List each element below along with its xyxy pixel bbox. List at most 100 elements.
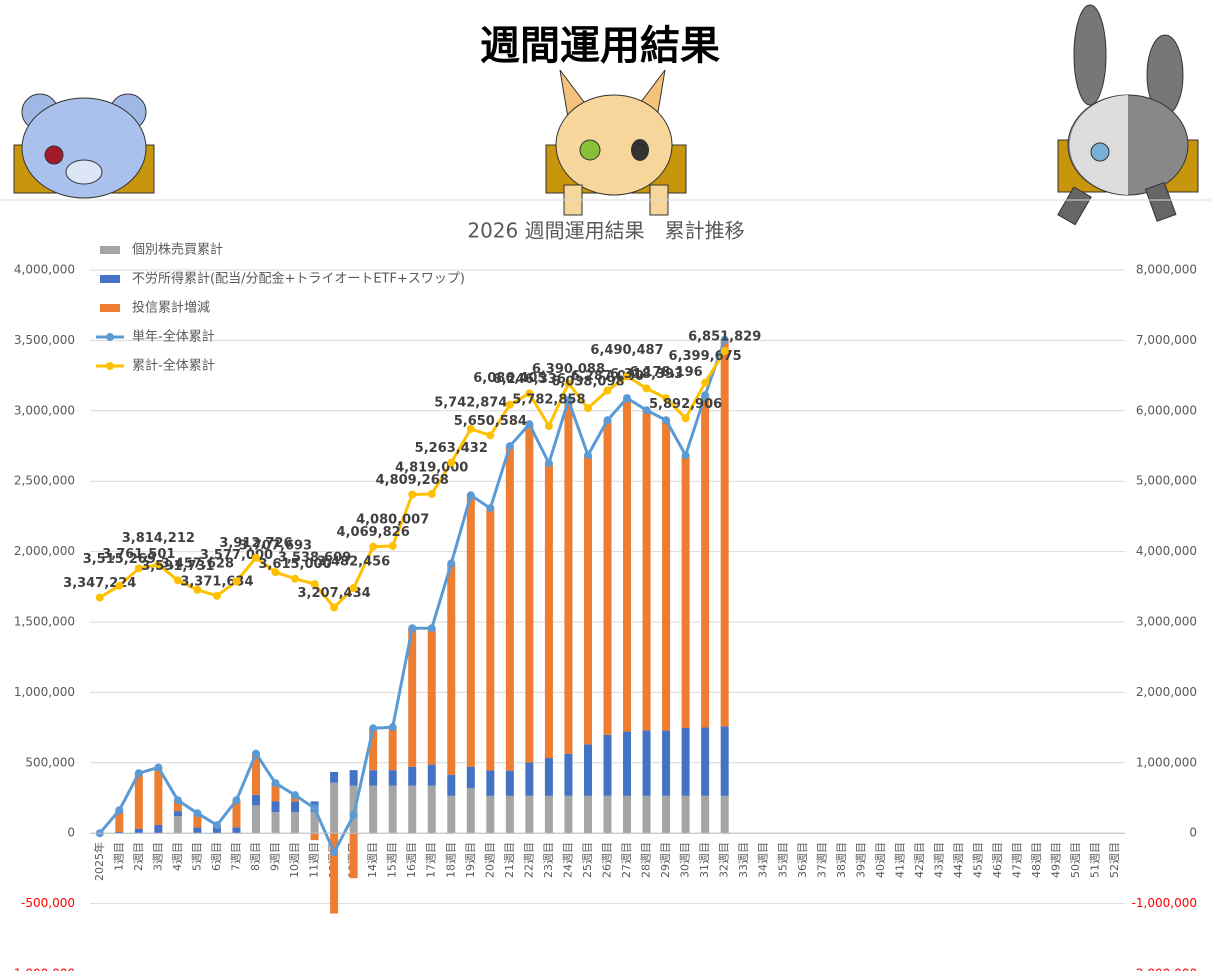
y-tick-label: 1,500,000 [14, 615, 75, 629]
x-tick-label: 31週目 [698, 842, 711, 878]
point [115, 581, 124, 590]
y2-tick-label: 3,000,000 [1136, 615, 1197, 629]
x-tick-label: 10週目 [288, 842, 301, 878]
y2-tick-label: 2,000,000 [1136, 685, 1197, 699]
point [623, 394, 632, 403]
point [701, 391, 710, 400]
data-label: 5,782,858 [512, 393, 585, 408]
x-tick-label: 28週目 [640, 842, 653, 878]
bar-segment [583, 744, 592, 796]
data-label: 3,707,693 [239, 539, 312, 554]
x-tick-label: 15週目 [386, 842, 399, 878]
bar-segment [662, 795, 671, 834]
point [349, 584, 358, 593]
x-tick-label: 22週目 [522, 842, 535, 878]
point [544, 459, 553, 468]
bar-segment [505, 770, 514, 796]
y-tick-label: 500,000 [25, 755, 75, 769]
bar-segment [681, 727, 690, 796]
point [681, 414, 690, 423]
data-label: 3,347,224 [63, 576, 136, 591]
point [251, 553, 260, 562]
point [271, 568, 280, 577]
bar-segment [330, 771, 339, 783]
bar-segment [232, 800, 241, 828]
bar-segment [291, 812, 300, 834]
x-tick-label: 24週目 [561, 842, 574, 878]
legend-label: 投信累計増減 [132, 300, 210, 316]
point [544, 422, 553, 431]
point [95, 593, 104, 602]
point [193, 585, 202, 594]
data-label: 6,086,405 [473, 371, 546, 386]
data-label: 4,809,268 [376, 473, 449, 488]
bar-segment [291, 801, 300, 813]
data-label: 4,819,000 [395, 460, 468, 475]
x-tick-label: 6週目 [210, 842, 223, 871]
point [408, 624, 417, 633]
point [154, 560, 163, 569]
point [603, 386, 612, 395]
point [486, 431, 495, 440]
bar-segment [271, 783, 280, 802]
x-tick-label: 36週目 [796, 842, 809, 878]
bar-segment [544, 795, 553, 834]
bar-segment [349, 833, 358, 879]
point [447, 559, 456, 568]
legend-label: 累計-全体累計 [132, 358, 215, 374]
data-label: 3,482,456 [317, 555, 390, 570]
x-tick-label: 43週目 [932, 842, 945, 878]
point [369, 724, 378, 733]
bar-segment [369, 728, 378, 771]
data-label: 3,538,609 [278, 551, 351, 566]
bar-segment [583, 795, 592, 834]
x-tick-label: 19週目 [464, 842, 477, 878]
point [642, 406, 651, 415]
bar-segment [642, 730, 651, 796]
data-label: 6,490,487 [590, 343, 663, 358]
data-label: 5,263,432 [415, 441, 488, 456]
point [134, 564, 143, 573]
point [291, 791, 300, 800]
data-label: 6,318,393 [610, 367, 683, 382]
bar-segment [466, 495, 475, 767]
bar-segment [427, 628, 436, 765]
data-label: 3,591,731 [141, 559, 214, 574]
bar-segment [681, 795, 690, 834]
point [291, 574, 300, 583]
y-tick-label: -1,000,000 [10, 967, 75, 971]
bar-segment [173, 800, 182, 812]
bar-segment [525, 424, 534, 763]
data-label: 6,246,336 [493, 372, 566, 387]
bar-segment [505, 446, 514, 771]
bar-segment [330, 782, 339, 834]
x-tick-label: 18週目 [444, 842, 457, 878]
bar-segment [251, 753, 260, 795]
bar-segment [330, 833, 339, 914]
legend-swatch [100, 304, 120, 312]
x-tick-label: 47週目 [1011, 842, 1024, 878]
legend-swatch [106, 362, 114, 370]
y2-tick-label: -1,000,000 [1132, 896, 1197, 910]
x-tick-label: 25週目 [581, 842, 594, 878]
bar-segment [408, 766, 417, 786]
x-tick-label: 2025年 [92, 842, 106, 881]
point [427, 624, 436, 633]
point [388, 541, 397, 550]
point [564, 379, 573, 388]
point [720, 346, 729, 355]
x-tick-label: 40週目 [874, 842, 887, 878]
bar-segment [310, 812, 319, 834]
bar-segment [251, 794, 260, 806]
bar-segment [642, 795, 651, 834]
bar-segment [701, 795, 710, 834]
point [525, 389, 534, 398]
bar-segment [564, 795, 573, 834]
mascot-bear [13, 93, 155, 199]
bar-segment [427, 785, 436, 834]
point [173, 576, 182, 585]
bar-segment [154, 824, 163, 834]
bar-segment [701, 395, 710, 728]
x-tick-label: 41週目 [893, 842, 906, 878]
x-tick-label: 1週目 [112, 842, 125, 871]
